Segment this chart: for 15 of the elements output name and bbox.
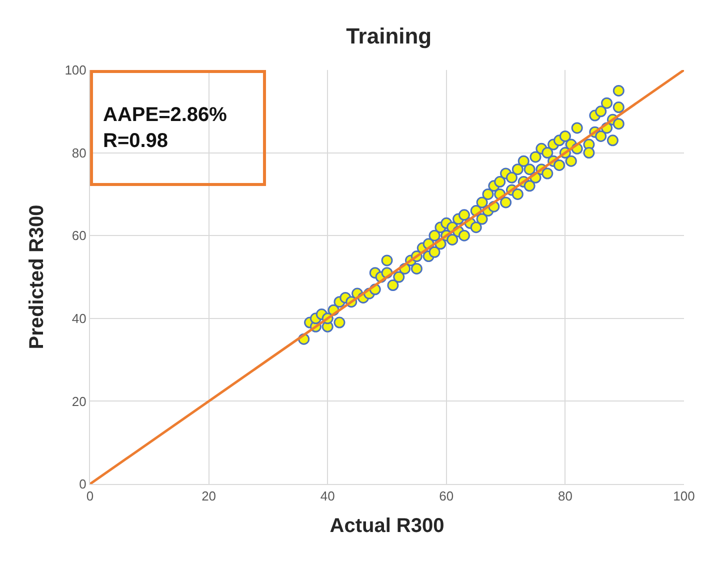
annotation: AAPE=2.86% R=0.98 (103, 104, 228, 152)
x-tick-label: 100 (673, 488, 695, 504)
x-axis-title: Actual R300 (330, 515, 444, 538)
y-tick-label: 100 (64, 62, 86, 78)
chart-title: Training (346, 24, 432, 49)
y-tick-label: 60 (72, 228, 86, 244)
y-tick-label: 80 (72, 145, 86, 160)
y-tick-label: 40 (72, 310, 86, 326)
x-tick-label: 20 (202, 488, 216, 504)
y-tick-label: 20 (72, 394, 86, 409)
x-tick-label: 40 (320, 488, 335, 504)
y-axis-title: Predicted R300 (26, 204, 48, 350)
x-tick-label: 60 (439, 488, 454, 504)
x-tick-label: 80 (558, 488, 572, 504)
y-tick-label: 0 (79, 476, 86, 492)
